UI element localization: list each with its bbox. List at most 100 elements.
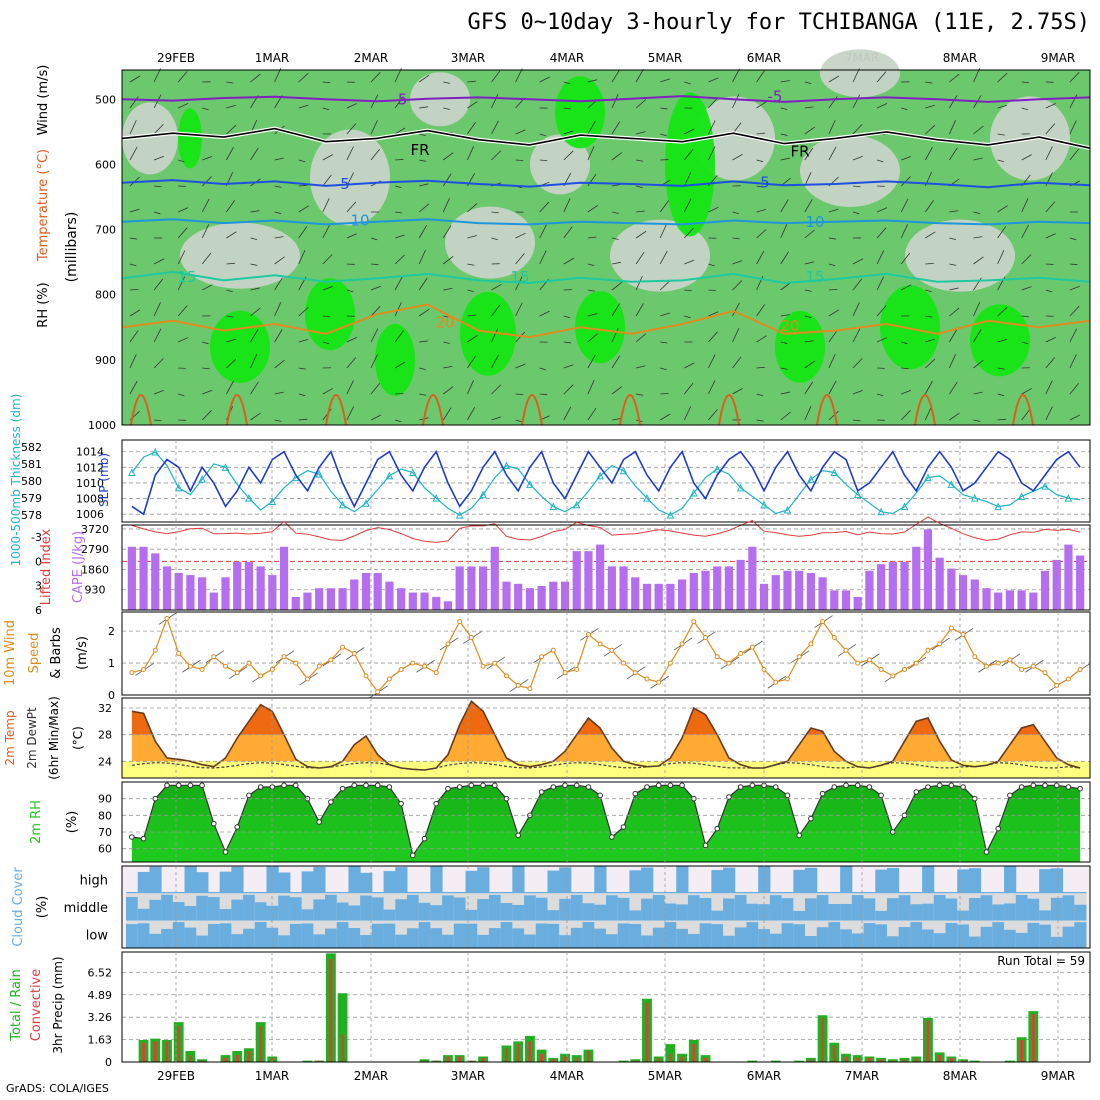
- wind-barb: [973, 329, 982, 343]
- wind-barb: [1045, 380, 1053, 395]
- cape-bar: [490, 546, 499, 610]
- wind-barb: [708, 206, 719, 213]
- wind-barb: [708, 380, 716, 395]
- cape-bar: [596, 544, 605, 610]
- wind-point: [761, 666, 767, 672]
- cloud-cell-middle: [348, 905, 361, 921]
- wind-barb: [852, 302, 860, 317]
- thickness-tick: 580: [21, 475, 42, 488]
- cape-bar: [923, 529, 933, 610]
- wind-point: [855, 660, 861, 666]
- wind-barb: [178, 103, 189, 109]
- cloud-cell-high: [1039, 869, 1052, 894]
- cloud-cell-low: [769, 933, 783, 948]
- wind-barb: [852, 211, 860, 215]
- slp-tick: 1012: [76, 461, 104, 474]
- wind-barb: [201, 224, 210, 239]
- wind-point: [878, 666, 884, 672]
- precip-total-bar: [969, 1060, 980, 1062]
- precip-total-bar: [337, 993, 348, 1062]
- cloud-cell-high: [734, 891, 747, 894]
- cloud-cell-middle: [477, 899, 490, 921]
- rh-point: [913, 789, 920, 795]
- wind-barb: [732, 260, 743, 265]
- wind-point: [1054, 682, 1060, 688]
- cloud-cell-low: [430, 928, 443, 948]
- cloud-cell-middle: [547, 910, 560, 921]
- precip-total-bar: [618, 1060, 629, 1062]
- cape-bar: [1052, 559, 1061, 610]
- rh-point: [737, 784, 744, 790]
- rh-point: [316, 819, 322, 825]
- cloud-cell-low: [723, 935, 736, 948]
- wind-barb: [876, 250, 885, 265]
- precip-convective-bar: [224, 1057, 227, 1062]
- rh-point: [866, 784, 873, 790]
- wind-barb: [708, 77, 719, 83]
- wind-point: [293, 660, 299, 666]
- wind-barb: [949, 307, 960, 317]
- wind-point: [363, 673, 369, 679]
- cloud-cell-middle: [196, 895, 209, 921]
- wind-barb: [683, 172, 692, 187]
- cloud-cell-middle: [231, 899, 244, 921]
- cloud-cell-high: [418, 891, 431, 894]
- thickness-point: [151, 447, 160, 456]
- slp-tick: 1008: [76, 493, 104, 506]
- wind-barb: [419, 159, 427, 162]
- wind-point: [410, 660, 416, 666]
- wind-barb: [370, 148, 381, 161]
- cloud-cell-middle: [1027, 898, 1040, 921]
- wind-barb: [515, 159, 524, 161]
- temp-tick: 24: [98, 755, 112, 768]
- cloud-cell-low: [840, 929, 853, 948]
- wind-barb: [346, 233, 357, 239]
- wind-barb: [973, 236, 983, 239]
- wind-barb: [1045, 146, 1053, 161]
- wind-barb: [611, 69, 621, 83]
- wind-barb: [804, 289, 812, 292]
- wind-barb: [226, 262, 235, 265]
- rh-point: [948, 782, 955, 789]
- cloud-cell-low: [488, 928, 502, 948]
- wind-barb: [997, 104, 1008, 109]
- wind-point: [691, 619, 697, 625]
- wind-barb: [443, 341, 450, 344]
- contour-label: 20: [780, 317, 799, 335]
- thickness-point: [338, 500, 347, 509]
- cloud-cell-low: [606, 934, 619, 948]
- wind-barb: [467, 314, 477, 317]
- wind-barb: [491, 120, 499, 135]
- wind-barb: [418, 225, 427, 239]
- pressure-tick: 800: [95, 289, 116, 302]
- cape-bar: [186, 575, 195, 610]
- wind-barb: [491, 211, 499, 214]
- wind-barb: [1069, 72, 1080, 83]
- cloud-cell-low: [278, 935, 291, 948]
- wind-barb: [226, 104, 236, 109]
- wind-barb: [250, 381, 259, 395]
- precip-convective-bar: [633, 1060, 637, 1062]
- precip-convective-bar: [961, 1060, 965, 1062]
- wind-barb: [804, 315, 812, 318]
- wind-barb: [491, 304, 501, 317]
- cloud-cell-low: [325, 928, 338, 948]
- rh-band: [131, 785, 1081, 832]
- cape-bar: [806, 572, 815, 610]
- cloud-cell-low: [254, 922, 267, 948]
- rh-region: [530, 134, 590, 195]
- wind-barb: [346, 289, 354, 293]
- precip-total-bar: [770, 1060, 781, 1062]
- wind-barb: [901, 107, 908, 111]
- cloud-cell-high: [1027, 891, 1040, 894]
- wind-barb: [587, 407, 597, 421]
- wind-point: [925, 647, 931, 653]
- wind-barb: [780, 80, 790, 83]
- wind-barb: [756, 250, 765, 265]
- wind-barb: [467, 380, 475, 395]
- wind-point: [246, 660, 252, 666]
- wind-tick: 1: [108, 657, 115, 670]
- precip-convective-bar: [832, 1045, 836, 1062]
- wind-barb: [274, 277, 283, 291]
- wind-point: [738, 651, 744, 656]
